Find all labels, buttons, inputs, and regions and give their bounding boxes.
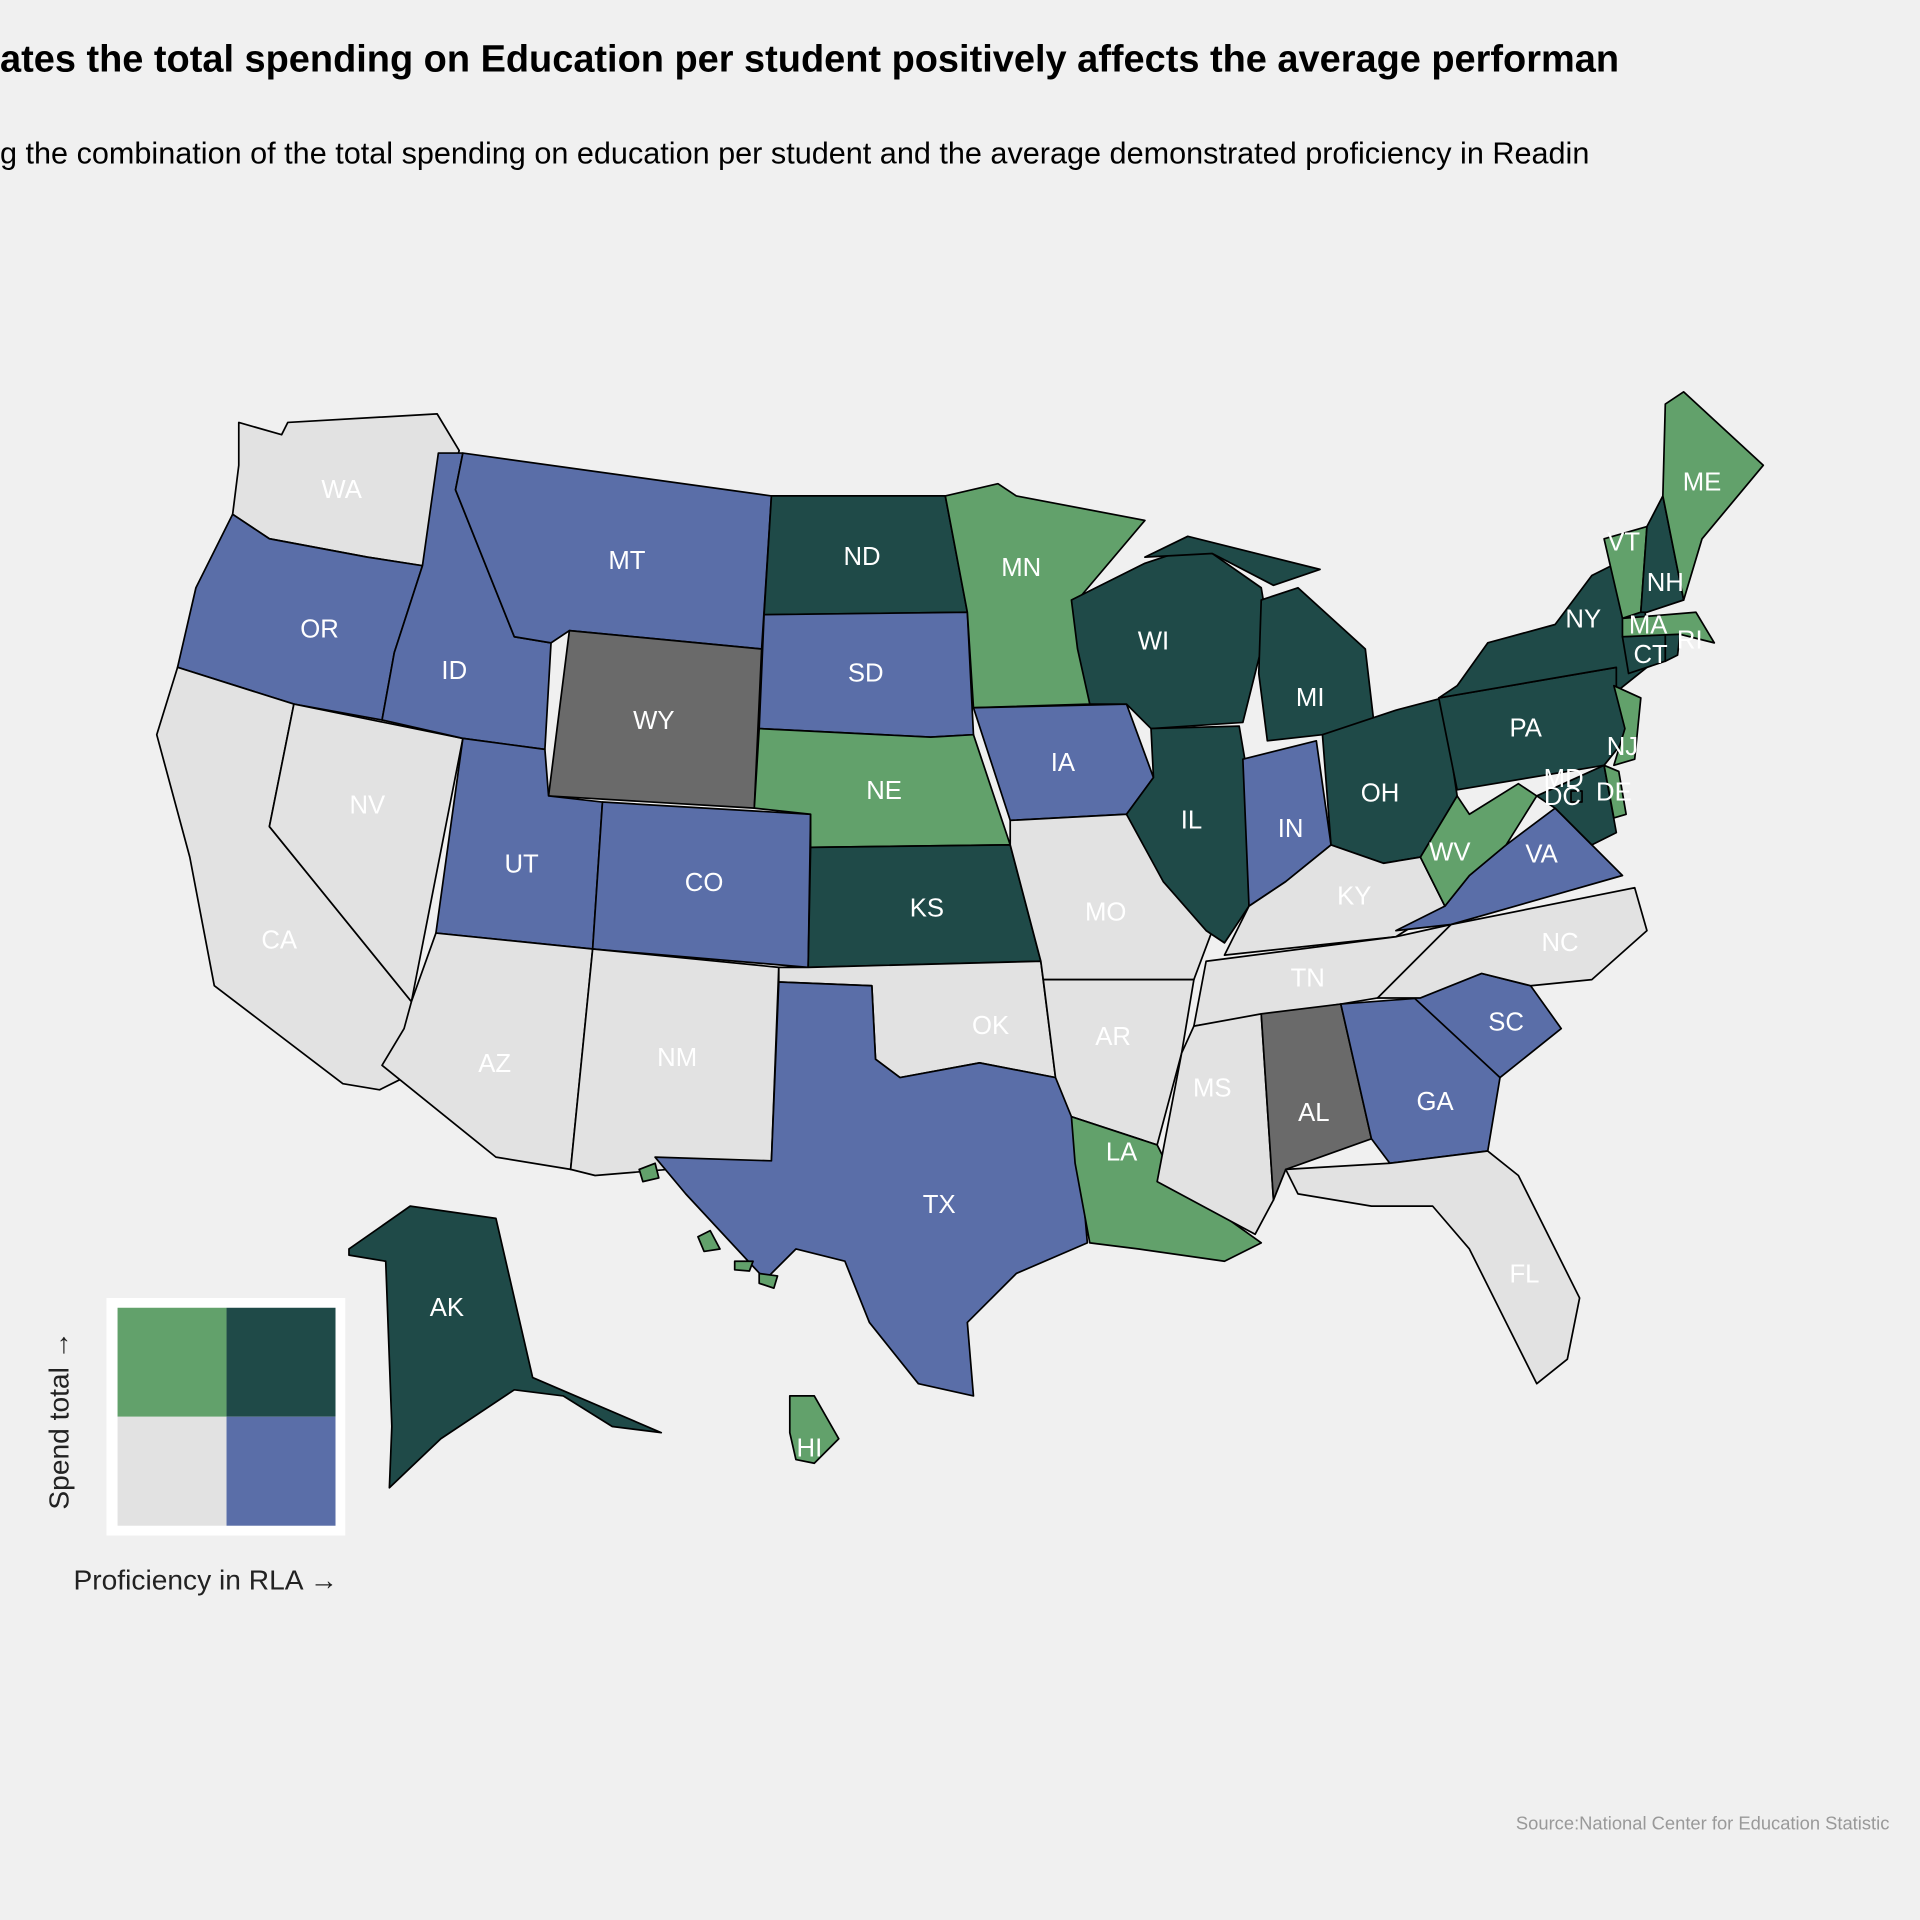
state-label: SD	[848, 659, 884, 687]
state-label: WI	[1138, 628, 1169, 656]
state-label: KS	[910, 895, 944, 923]
state-shape	[638, 1162, 840, 1465]
state-shape	[1603, 764, 1627, 819]
state-label: WA	[321, 476, 362, 504]
state-label: HI	[797, 1435, 823, 1463]
state-label: MN	[1001, 554, 1041, 582]
state-labels: WA OR CA NV ID MT WY UT CO AZ NM ND SD NE KS OK TX MN IA MO…	[261, 468, 1721, 1462]
state-shape	[1125, 725, 1250, 944]
state-label: MD	[1544, 765, 1584, 793]
states	[155, 390, 1765, 1489]
state-label: AK	[430, 1294, 464, 1322]
state-label: NJ	[1607, 733, 1638, 761]
state-shape	[1535, 764, 1618, 846]
state-label: KY	[1337, 882, 1371, 910]
state-label: CA	[261, 926, 298, 954]
legend-cell	[117, 1416, 227, 1526]
state-label: DE	[1596, 778, 1632, 806]
state-label: NH	[1647, 569, 1684, 597]
state-label: NM	[657, 1044, 697, 1072]
state-label: ME	[1683, 468, 1722, 496]
state-shape	[1613, 684, 1642, 767]
source: Source:National Center for Education Sta…	[1516, 1812, 1890, 1833]
state-label: VT	[1607, 528, 1640, 556]
state-label: PA	[1510, 715, 1543, 743]
state-label: NC	[1541, 929, 1578, 957]
state-shape	[1662, 390, 1765, 601]
state-label: WY	[633, 707, 674, 735]
state-shape	[1260, 1003, 1373, 1201]
state-label: FL	[1509, 1261, 1539, 1289]
state-label: MA	[1629, 612, 1668, 640]
state-shape	[1570, 790, 1583, 803]
state-label: CT	[1633, 641, 1668, 669]
state-label: OR	[300, 615, 339, 643]
state-label: IL	[1181, 806, 1202, 834]
state-shape	[1621, 611, 1716, 644]
state-label: NY	[1565, 606, 1601, 634]
state-label: MO	[1085, 898, 1126, 926]
state-shape	[348, 1205, 663, 1489]
state-label: AZ	[478, 1050, 511, 1078]
state-shape	[381, 932, 594, 1171]
legend-x-label: Proficiency in RLA →	[73, 1564, 337, 1595]
legend-y-label: Spend total →	[44, 1331, 75, 1509]
state-label: NV	[349, 792, 386, 820]
state-label: RI	[1677, 626, 1703, 654]
state-label: ID	[441, 657, 467, 685]
state-shape	[1284, 1150, 1581, 1385]
legend-cell	[117, 1307, 227, 1417]
state-label: WV	[1429, 838, 1471, 866]
state-label: TN	[1291, 964, 1325, 992]
state-label: UT	[504, 851, 539, 879]
state-label: OH	[1361, 779, 1400, 807]
state-label: VA	[1525, 841, 1558, 869]
state-label: AR	[1095, 1023, 1131, 1051]
state-label: MS	[1193, 1075, 1232, 1103]
state-label: TX	[923, 1191, 956, 1219]
state-label: IN	[1278, 815, 1304, 843]
legend	[106, 1297, 346, 1536]
state-label: LA	[1106, 1138, 1138, 1166]
state-label: MT	[608, 547, 645, 575]
title: ates the total spending on Education per…	[0, 38, 1619, 80]
state-shape	[654, 981, 1089, 1397]
legend-cell	[226, 1416, 336, 1526]
state-label: ND	[843, 543, 880, 571]
state-label: OK	[972, 1012, 1009, 1040]
state-label: GA	[1417, 1088, 1455, 1116]
state-label: IA	[1051, 749, 1076, 777]
state-label: CO	[685, 869, 724, 897]
legend-cell	[226, 1307, 336, 1417]
state-label: NE	[866, 777, 902, 805]
state-label: MI	[1296, 684, 1325, 712]
state-label: AL	[1298, 1099, 1329, 1127]
state-label: SC	[1488, 1008, 1524, 1036]
state-label: DC	[1544, 783, 1581, 811]
state-shape	[1639, 495, 1685, 614]
subtitle: g the combination of the total spending …	[0, 137, 1589, 171]
state-shape	[1376, 886, 1648, 999]
